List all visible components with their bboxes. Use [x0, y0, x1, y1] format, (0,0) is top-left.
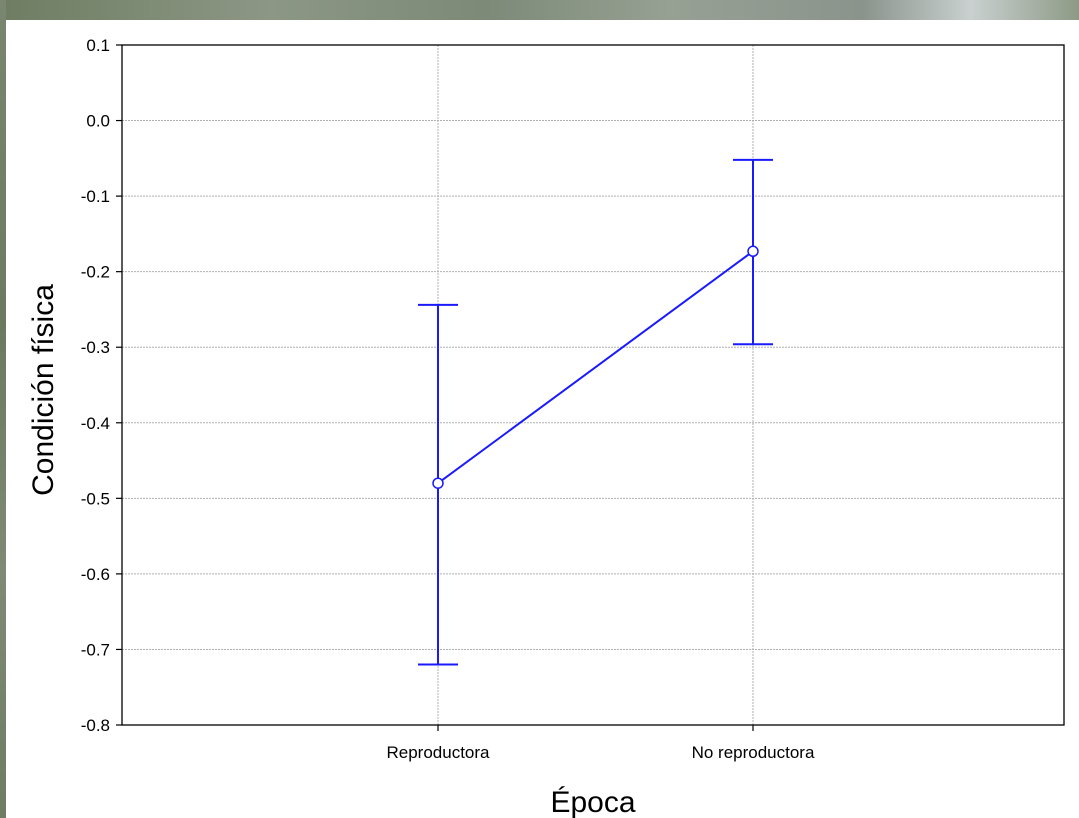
- data-point: [747, 245, 759, 258]
- background-photo-edge: [0, 0, 6, 818]
- y-tick-label: -0.7: [81, 640, 110, 659]
- axes: [116, 44, 1065, 731]
- y-tick-labels: 0.1 0.0 -0.1 -0.2 -0.3 -0.4 -0.5 -0.6 -0.7 -0.8: [81, 36, 110, 735]
- series-line: [437, 250, 754, 485]
- y-tick-label: -0.1: [81, 187, 110, 206]
- y-tick-label: -0.2: [81, 263, 110, 282]
- background-photo-strip: [0, 0, 1079, 20]
- y-tick-label: -0.6: [81, 565, 110, 584]
- plot-frame: [121, 44, 1065, 726]
- grid-lines: [122, 45, 1064, 725]
- y-tick-label: 0.1: [86, 36, 110, 55]
- series-layer: [418, 158, 773, 666]
- x-tick-labels: Reproductora No reproductora: [386, 743, 814, 762]
- y-tick-label: 0.0: [86, 112, 110, 131]
- data-point: [432, 477, 444, 489]
- x-tick-label: No reproductora: [692, 743, 815, 762]
- y-axis-title: Condición física: [27, 284, 60, 496]
- x-tick-label: Reproductora: [386, 743, 490, 762]
- y-tick-label: -0.3: [81, 338, 110, 357]
- chart-panel: [6, 20, 1079, 818]
- y-tick-label: -0.5: [81, 489, 110, 508]
- y-tick-label: -0.4: [81, 414, 110, 433]
- y-tick-label: -0.8: [81, 716, 110, 735]
- x-axis-title: Época: [550, 786, 635, 818]
